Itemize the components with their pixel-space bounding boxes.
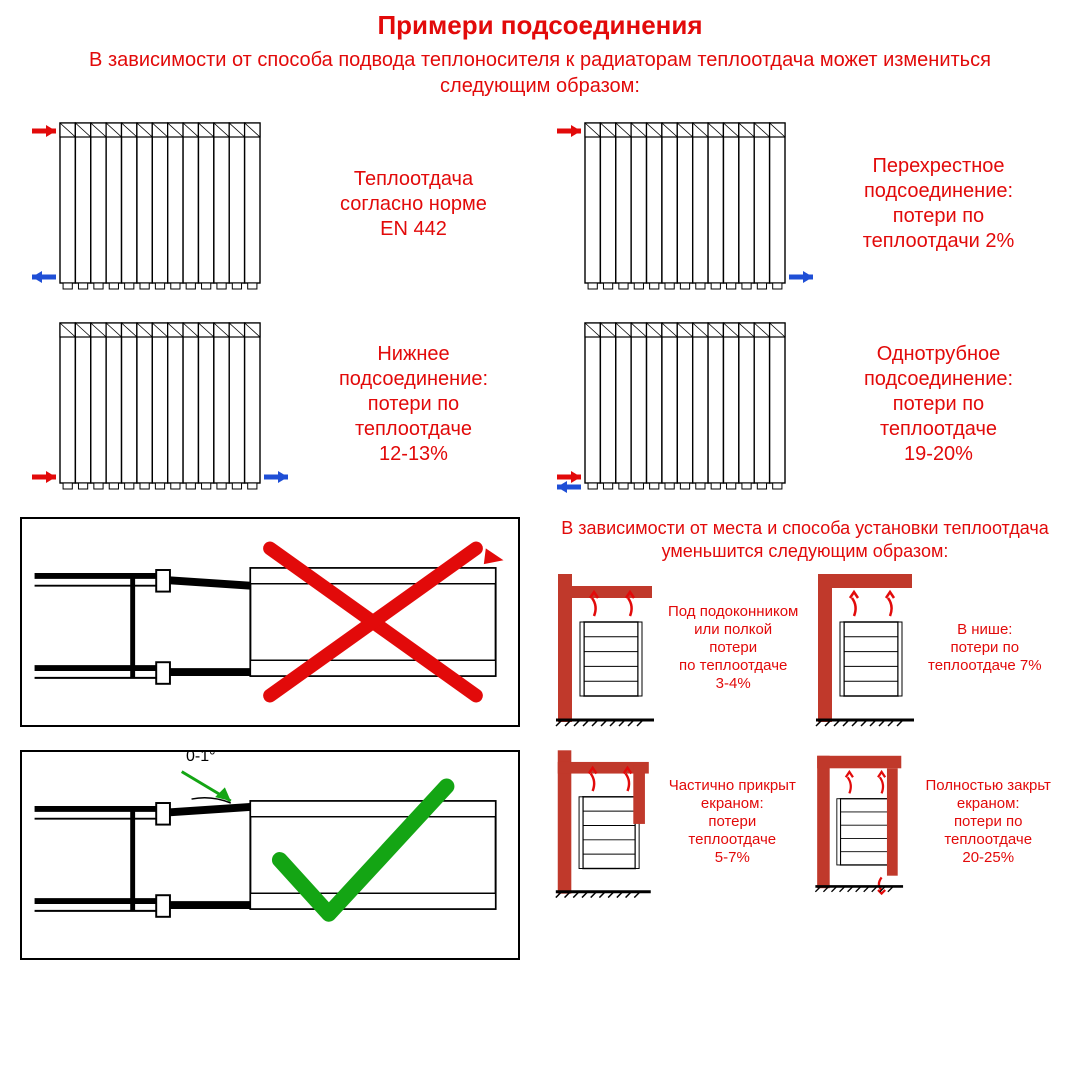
connection-label: Перехрестное подсоединение: потери по те… xyxy=(827,154,1050,254)
radiator-icon xyxy=(30,309,290,499)
placement-item: Полностью закрьт екраном: потери по тепл… xyxy=(810,742,1060,902)
page-subtitle: В зависимости от способа подвода теплоно… xyxy=(0,41,1080,109)
radiator-icon xyxy=(555,309,815,499)
placement-item: Под подоконником или полкой потери по те… xyxy=(550,568,800,728)
placement-icon xyxy=(810,568,920,728)
placement-label: В нише: потери по теплоотдаче 7% xyxy=(928,621,1042,675)
connection-item: Теплоотдача согласно норме EN 442 xyxy=(30,109,525,299)
placement-icon xyxy=(550,568,660,728)
section2-title: В зависимости от места и способа установ… xyxy=(550,517,1060,562)
placement-item: Частично прикрыт екраном: потери теплоот… xyxy=(550,742,800,902)
radiator-icon xyxy=(555,109,815,299)
radiator-icon xyxy=(30,109,290,299)
placement-label: Под подоконником или полкой потери по те… xyxy=(668,603,798,693)
connection-grid: Теплоотдача согласно норме EN 442 Перехре… xyxy=(0,109,1080,499)
installation-column: 0-1° xyxy=(20,517,540,965)
placement-label: Полностью закрьт екраном: потери по тепл… xyxy=(916,777,1060,867)
connection-label: Нижнее подсоединение: потери по теплоотд… xyxy=(302,342,525,467)
placement-icon xyxy=(550,742,657,902)
install-diagram-wrong xyxy=(20,517,520,727)
connection-label: Теплоотдача согласно норме EN 442 xyxy=(302,167,525,242)
connection-label: Однотрубное подсоединение: потери по теп… xyxy=(827,342,1050,467)
connection-item: Однотрубное подсоединение: потери по теп… xyxy=(555,309,1050,499)
placement-icon xyxy=(810,742,908,902)
angle-label: 0-1° xyxy=(186,748,216,766)
connection-item: Нижнее подсоединение: потери по теплоотд… xyxy=(30,309,525,499)
placement-column: В зависимости от места и способа установ… xyxy=(550,517,1060,965)
placement-item: В нише: потери по теплоотдаче 7% xyxy=(810,568,1060,728)
placement-grid: Под подоконником или полкой потери по те… xyxy=(550,568,1060,902)
placement-label: Частично прикрыт екраном: потери теплоот… xyxy=(665,777,800,867)
page-title: Примери подсоединения xyxy=(0,0,1080,41)
lower-section: 0-1° В зависимости от места и способа ус… xyxy=(0,499,1080,965)
install-diagram-right xyxy=(20,750,520,960)
connection-item: Перехрестное подсоединение: потери по те… xyxy=(555,109,1050,299)
